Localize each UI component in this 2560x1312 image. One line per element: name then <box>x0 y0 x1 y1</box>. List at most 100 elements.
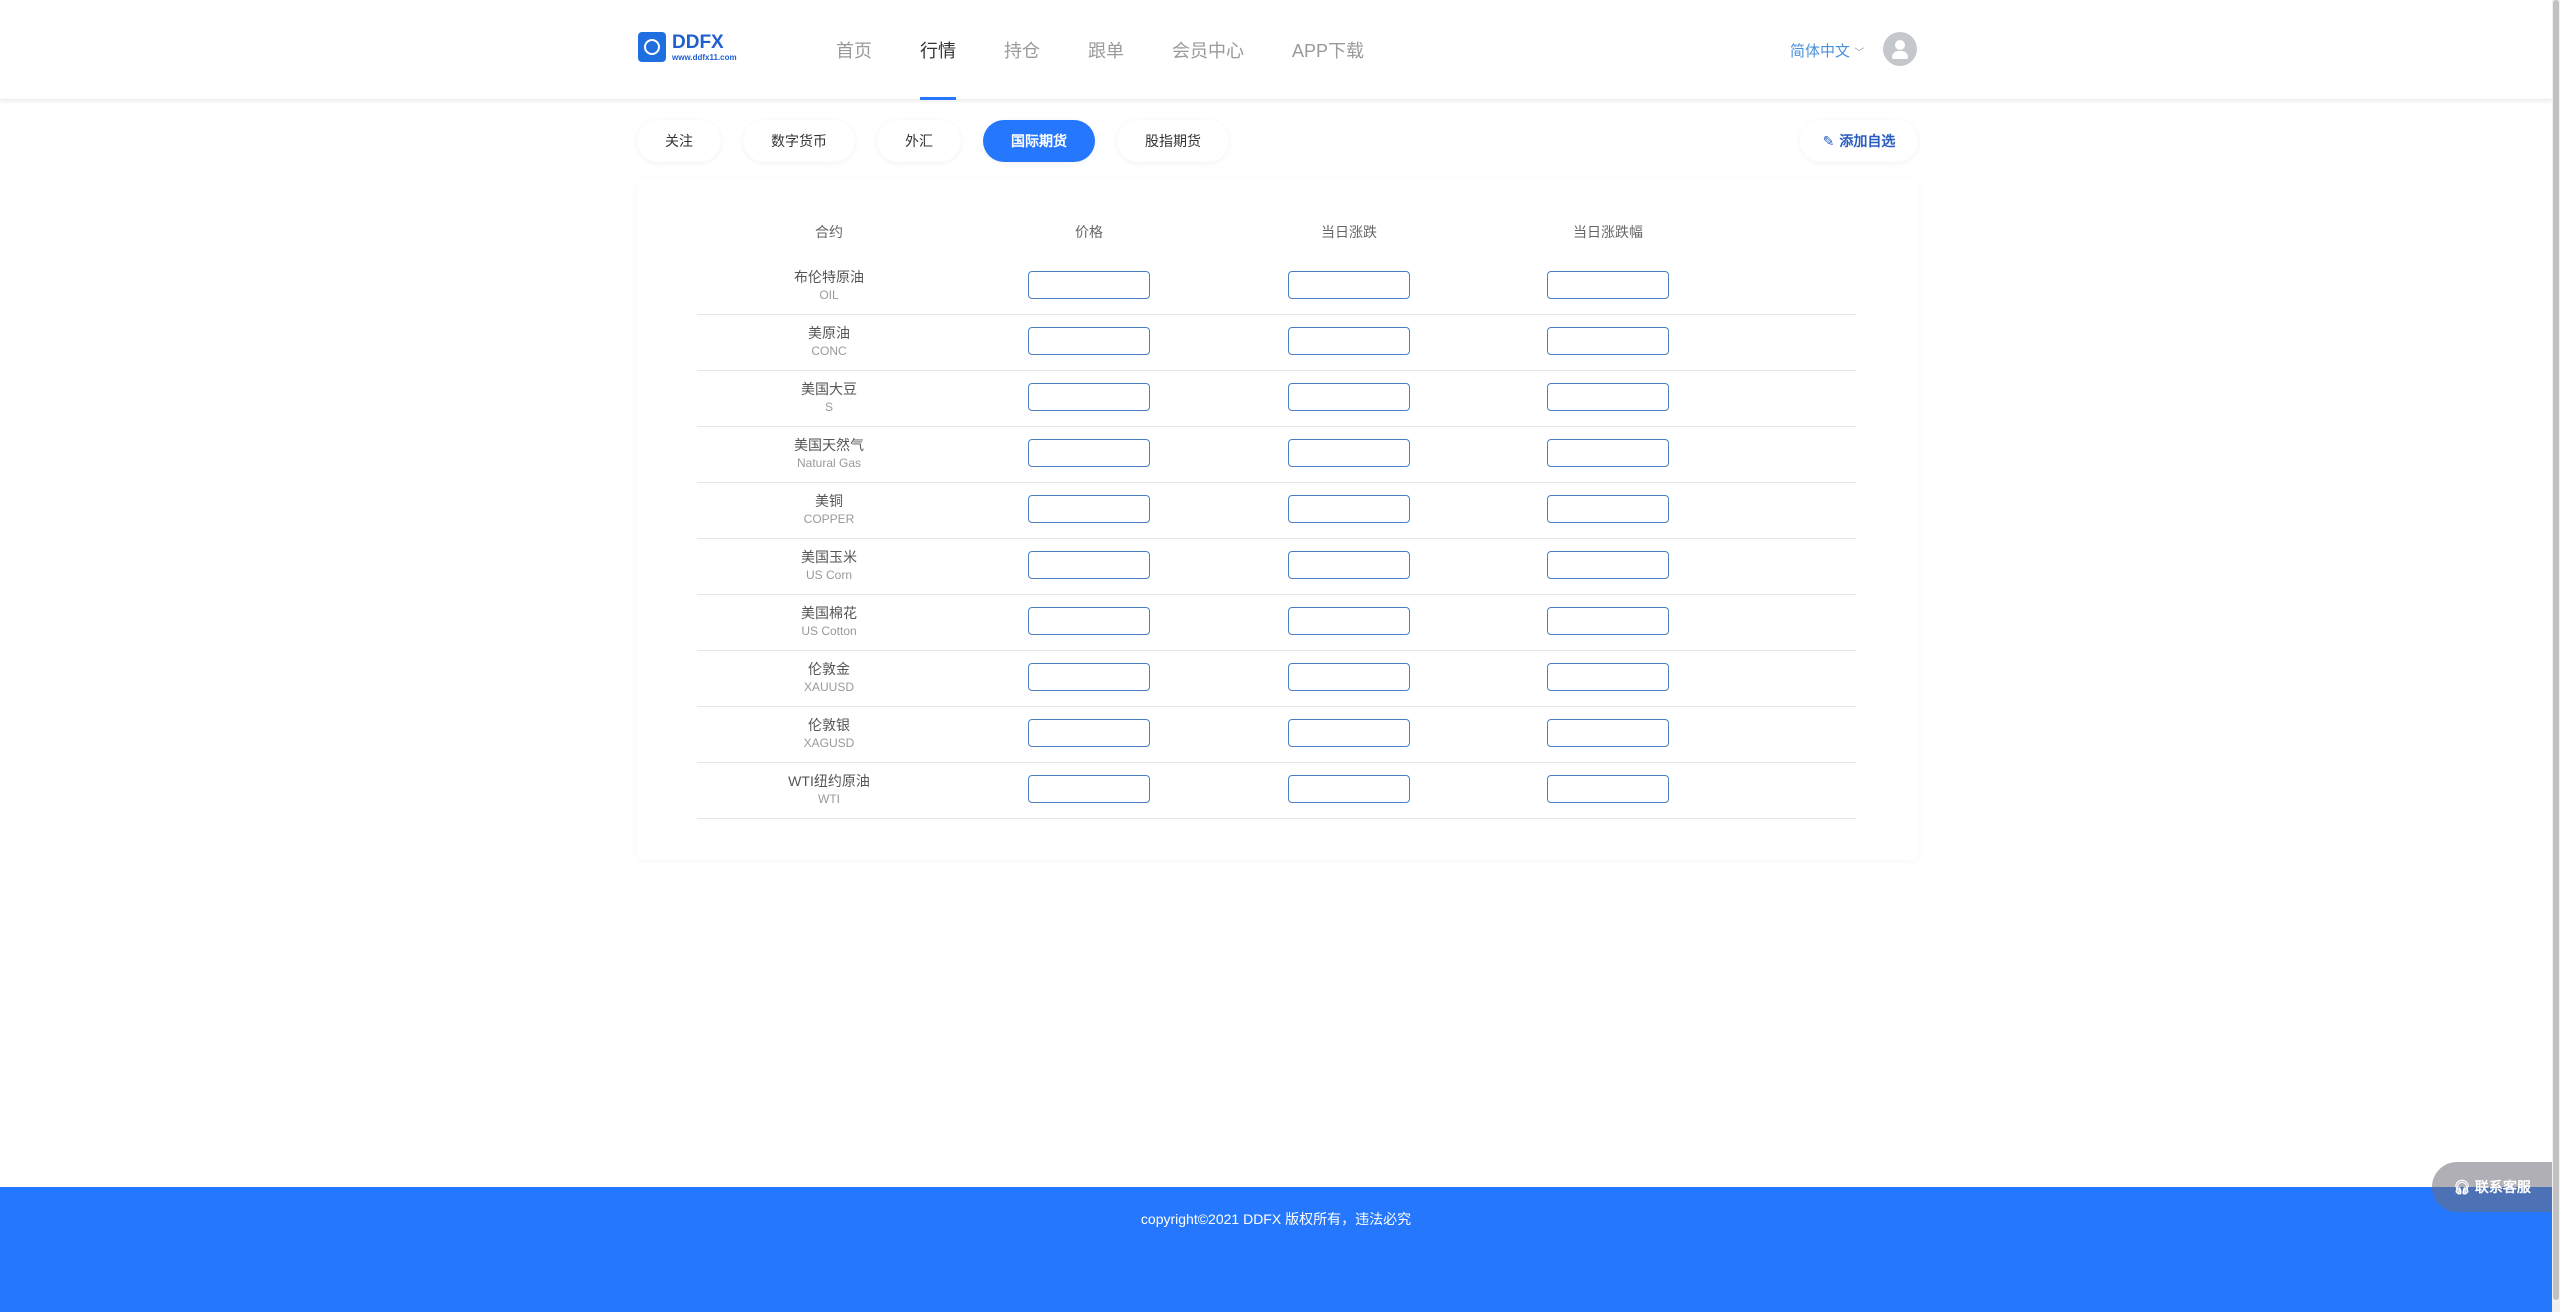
change-box <box>1288 327 1410 355</box>
change-box <box>1288 775 1410 803</box>
price-box <box>1028 775 1150 803</box>
price-box <box>1028 439 1150 467</box>
price-box <box>1028 663 1150 691</box>
column-header: 当日涨跌幅 <box>1573 224 1643 240</box>
change-percent-box <box>1547 439 1669 467</box>
contract-cell: WTI纽约原油 WTI <box>699 772 959 808</box>
table-header: 合约 价格 当日涨跌 当日涨跌幅 <box>697 218 1856 242</box>
contract-cell: 伦敦金 XAUUSD <box>699 660 959 696</box>
table-row[interactable]: WTI纽约原油 WTI <box>697 763 1856 819</box>
market-tabs: 关注 数字货币 外汇 国际期货 股指期货 <box>637 120 1229 162</box>
avatar[interactable] <box>1883 32 1917 66</box>
price-box <box>1028 271 1150 299</box>
nav-item-1[interactable]: 行情 <box>920 0 956 100</box>
logo-name: DDFX <box>672 31 724 53</box>
nav-item-5[interactable]: APP下载 <box>1292 41 1365 61</box>
table-row[interactable]: 伦敦金 XAUUSD <box>697 651 1856 707</box>
add-watchlist-button[interactable]: ✎ 添加自选 <box>1800 120 1918 162</box>
price-box <box>1028 551 1150 579</box>
contract-name: 伦敦银 <box>808 717 850 733</box>
price-box <box>1028 383 1150 411</box>
contract-name: 美国棉花 <box>801 605 857 621</box>
change-box <box>1288 495 1410 523</box>
change-box <box>1288 719 1410 747</box>
headset-icon: 🎧︎ <box>2453 1178 2471 1195</box>
contract-cell: 美国玉米 US Corn <box>699 548 959 584</box>
logo-icon <box>638 32 666 62</box>
change-box <box>1288 271 1410 299</box>
tab-4[interactable]: 股指期货 <box>1117 120 1229 162</box>
contract-cell: 美国大豆 S <box>699 380 959 416</box>
table-row[interactable]: 美铜 COPPER <box>697 483 1856 539</box>
contract-name: 伦敦金 <box>808 661 850 677</box>
footer: copyright©2021 DDFX 版权所有，违法必究 <box>0 1187 2552 1312</box>
contract-name: 美国天然气 <box>794 437 864 453</box>
change-box <box>1288 663 1410 691</box>
price-box <box>1028 327 1150 355</box>
change-percent-box <box>1547 383 1669 411</box>
contract-cell: 美原油 CONC <box>699 324 959 360</box>
column-header: 价格 <box>1075 224 1103 240</box>
copyright: copyright©2021 DDFX 版权所有，违法必究 <box>1140 1211 1412 1227</box>
contract-name: WTI纽约原油 <box>788 773 870 789</box>
table-row[interactable]: 美原油 CONC <box>697 315 1856 371</box>
tab-2[interactable]: 外汇 <box>877 120 961 162</box>
table-row[interactable]: 伦敦银 XAGUSD <box>697 707 1856 763</box>
contract-cell: 伦敦银 XAGUSD <box>699 716 959 752</box>
scrollbar[interactable] <box>2552 0 2560 1312</box>
contact-support-button[interactable]: 🎧︎ 联系客服 <box>2432 1162 2552 1212</box>
change-percent-box <box>1547 719 1669 747</box>
contract-cell: 布伦特原油 OIL <box>699 268 959 304</box>
price-box <box>1028 495 1150 523</box>
header: DDFX www.ddfx11.com 首页 行情 持仓 跟单 会员中心 APP下载 简体… <box>0 0 2552 100</box>
contract-code: XAGUSD <box>803 736 855 750</box>
nav-item-3[interactable]: 跟单 <box>1088 41 1124 61</box>
change-percent-box <box>1547 775 1669 803</box>
tab-3[interactable]: 国际期货 <box>983 120 1095 162</box>
nav-item-2[interactable]: 持仓 <box>1004 41 1040 61</box>
price-box <box>1028 719 1150 747</box>
nav-item-4[interactable]: 会员中心 <box>1172 41 1244 61</box>
column-header: 合约 <box>815 224 843 240</box>
change-percent-box <box>1547 495 1669 523</box>
change-percent-box <box>1547 327 1669 355</box>
table-row[interactable]: 美国棉花 US Cotton <box>697 595 1856 651</box>
contract-cell: 美国棉花 US Cotton <box>699 604 959 640</box>
change-percent-box <box>1547 663 1669 691</box>
change-box <box>1288 607 1410 635</box>
contract-code: CONC <box>811 344 847 358</box>
price-box <box>1028 607 1150 635</box>
contract-code: WTI <box>818 792 840 806</box>
contract-name: 美铜 <box>815 493 843 509</box>
tab-0[interactable]: 关注 <box>637 120 721 162</box>
table-row[interactable]: 布伦特原油 OIL <box>697 259 1856 315</box>
contract-cell: 美国天然气 Natural Gas <box>699 436 959 472</box>
change-percent-box <box>1547 607 1669 635</box>
contract-code: XAUUSD <box>803 680 854 694</box>
change-box <box>1288 383 1410 411</box>
contract-name: 美原油 <box>808 325 850 341</box>
language-selector[interactable]: 简体中文 ﹀ <box>1790 40 1864 61</box>
table-row[interactable]: 美国玉米 US Corn <box>697 539 1856 595</box>
contract-cell: 美铜 COPPER <box>699 492 959 528</box>
logo[interactable]: DDFX www.ddfx11.com <box>638 32 737 62</box>
change-box <box>1288 551 1410 579</box>
contract-name: 美国玉米 <box>801 549 857 565</box>
contract-name: 美国大豆 <box>801 381 857 397</box>
language-label: 简体中文 <box>1790 43 1851 60</box>
table-row[interactable]: 美国大豆 S <box>697 371 1856 427</box>
contract-code: COPPER <box>803 512 855 526</box>
contract-code: OIL <box>819 288 839 302</box>
column-header: 当日涨跌 <box>1321 224 1377 240</box>
pencil-icon: ✎ <box>1822 132 1835 149</box>
change-percent-box <box>1547 551 1669 579</box>
change-percent-box <box>1547 271 1669 299</box>
nav-item-0[interactable]: 首页 <box>836 41 872 61</box>
table-row[interactable]: 美国天然气 Natural Gas <box>697 427 1856 483</box>
tab-1[interactable]: 数字货币 <box>743 120 855 162</box>
market-table-card <box>637 180 1918 860</box>
logo-url: www.ddfx11.com <box>672 52 737 62</box>
contract-code: US Corn <box>805 568 852 582</box>
contract-code: S <box>824 400 833 414</box>
add-watchlist-label: 添加自选 <box>1839 133 1896 149</box>
